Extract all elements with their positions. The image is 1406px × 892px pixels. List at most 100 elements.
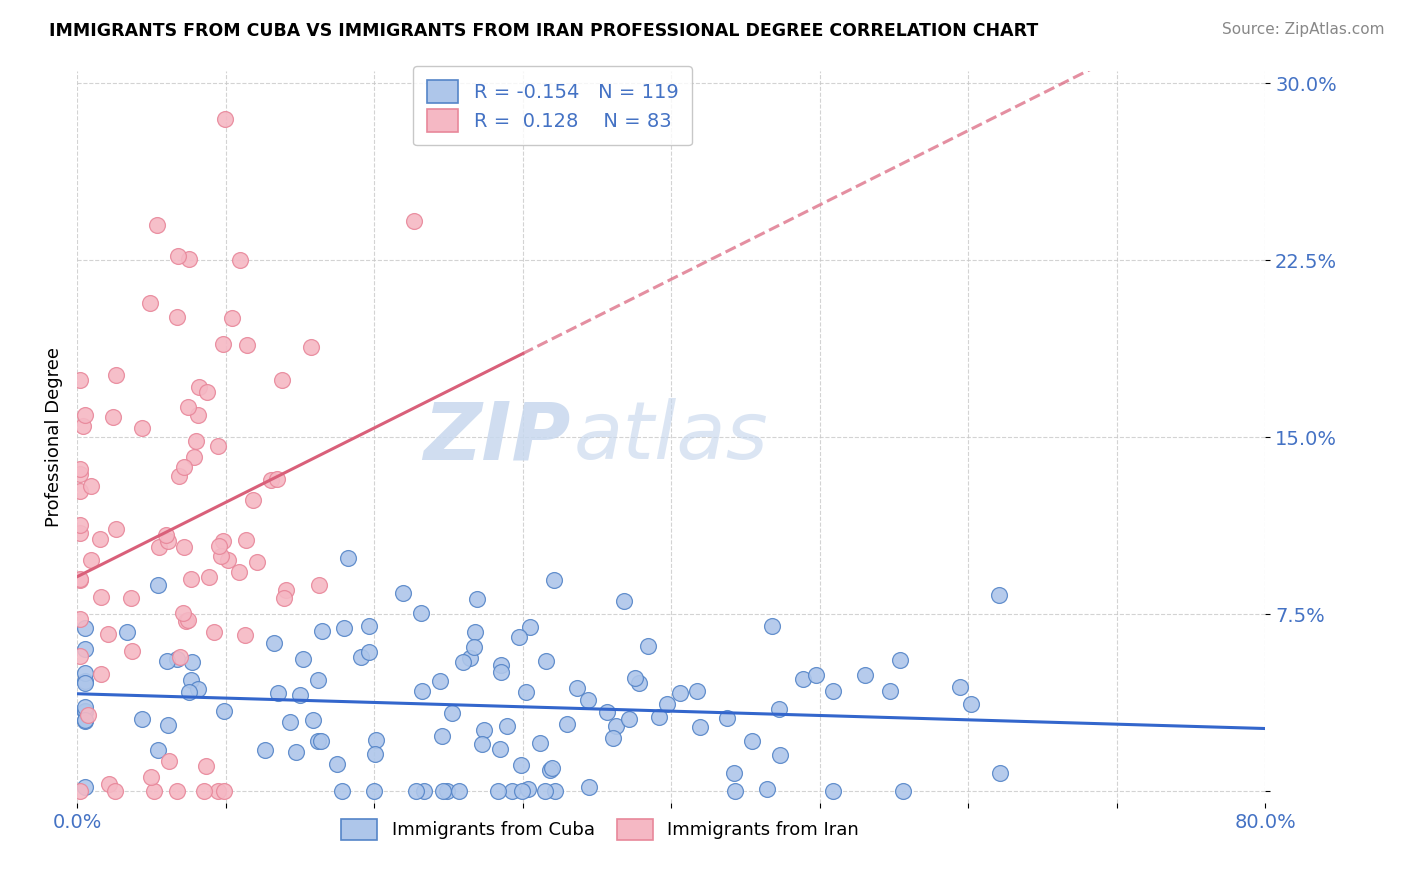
Point	[156, 653, 179, 667]
Point	[229, 252, 252, 267]
Point	[266, 472, 288, 486]
Point	[90, 590, 112, 604]
Point	[73, 674, 96, 689]
Point	[221, 310, 243, 325]
Point	[263, 636, 285, 650]
Point	[236, 338, 259, 352]
Point	[534, 784, 557, 798]
Point	[80, 553, 103, 567]
Point	[69, 483, 91, 498]
Point	[228, 565, 250, 579]
Point	[173, 540, 195, 554]
Point	[73, 699, 96, 714]
Point	[543, 573, 565, 587]
Point	[637, 639, 659, 653]
Point	[155, 527, 177, 541]
Point	[302, 713, 325, 727]
Point	[69, 467, 91, 482]
Point	[89, 532, 111, 546]
Point	[156, 533, 179, 548]
Point	[458, 651, 481, 665]
Point	[337, 550, 360, 565]
Point	[195, 385, 218, 400]
Point	[508, 630, 530, 644]
Point	[209, 549, 232, 563]
Point	[157, 754, 180, 768]
Legend: Immigrants from Cuba, Immigrants from Iran: Immigrants from Cuba, Immigrants from Ir…	[332, 810, 868, 848]
Point	[278, 714, 301, 729]
Point	[628, 676, 651, 690]
Point	[959, 698, 981, 712]
Point	[724, 784, 747, 798]
Point	[332, 784, 354, 798]
Point	[212, 533, 235, 548]
Point	[363, 784, 385, 798]
Point	[214, 112, 236, 126]
Point	[412, 784, 434, 798]
Point	[893, 784, 915, 798]
Point	[821, 784, 844, 798]
Point	[148, 578, 170, 592]
Point	[432, 784, 454, 798]
Point	[496, 718, 519, 732]
Point	[449, 784, 471, 798]
Point	[73, 704, 96, 718]
Point	[69, 462, 91, 476]
Point	[543, 784, 565, 798]
Point	[333, 621, 356, 635]
Point	[889, 653, 911, 667]
Point	[69, 612, 91, 626]
Text: ZIP: ZIP	[423, 398, 571, 476]
Point	[613, 594, 636, 608]
Point	[217, 552, 239, 566]
Point	[73, 409, 96, 423]
Point	[804, 668, 827, 682]
Point	[188, 380, 211, 394]
Point	[405, 784, 427, 798]
Point	[101, 410, 124, 425]
Point	[290, 688, 312, 702]
Point	[183, 450, 205, 465]
Point	[411, 684, 433, 698]
Point	[177, 252, 200, 266]
Point	[90, 666, 112, 681]
Point	[146, 218, 169, 232]
Point	[172, 606, 194, 620]
Point	[115, 624, 138, 639]
Point	[173, 459, 195, 474]
Point	[274, 582, 297, 597]
Point	[73, 780, 96, 794]
Point	[436, 784, 458, 798]
Point	[534, 654, 557, 668]
Point	[648, 709, 671, 723]
Point	[792, 672, 814, 686]
Point	[184, 434, 207, 448]
Point	[291, 651, 314, 665]
Point	[139, 296, 162, 310]
Point	[657, 698, 679, 712]
Point	[97, 627, 120, 641]
Point	[686, 684, 709, 698]
Point	[273, 591, 295, 606]
Point	[429, 674, 451, 689]
Point	[768, 702, 790, 716]
Point	[121, 644, 143, 658]
Point	[180, 572, 202, 586]
Point	[235, 533, 257, 547]
Point	[131, 421, 153, 435]
Point	[270, 373, 292, 387]
Point	[723, 765, 745, 780]
Point	[104, 522, 127, 536]
Point	[364, 747, 387, 762]
Point	[471, 737, 494, 751]
Point	[139, 770, 162, 784]
Point	[402, 214, 425, 228]
Point	[509, 758, 531, 772]
Point	[69, 373, 91, 387]
Point	[821, 683, 844, 698]
Point	[73, 714, 96, 728]
Point	[689, 720, 711, 734]
Point	[879, 683, 901, 698]
Point	[576, 693, 599, 707]
Point	[515, 685, 537, 699]
